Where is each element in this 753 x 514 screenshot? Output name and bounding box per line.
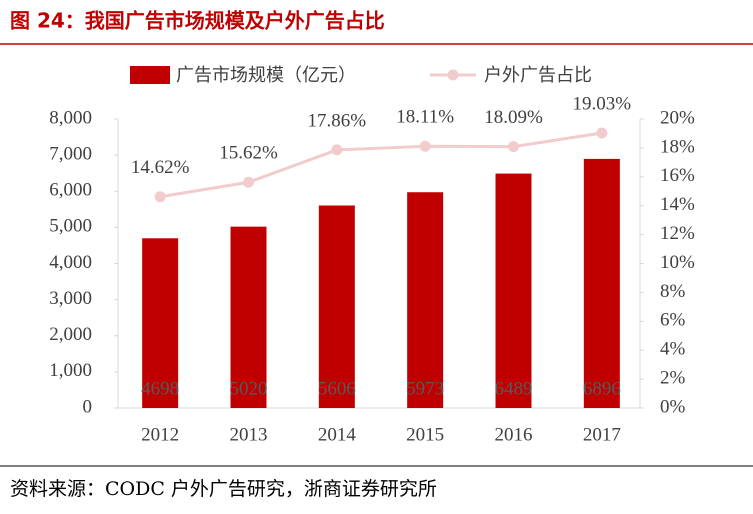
x-tick-label: 2013 (230, 424, 268, 445)
y-tick-label: 1,000 (49, 360, 92, 381)
y2-tick-label: 0% (660, 396, 686, 417)
legend-swatch (130, 66, 170, 84)
line-marker (596, 127, 608, 139)
y2-tick-label: 12% (660, 223, 695, 244)
y-tick-label: 4,000 (49, 252, 92, 273)
bar-value-label: 6489 (495, 378, 533, 399)
bar (230, 226, 267, 408)
line-marker (508, 141, 519, 153)
bar (583, 158, 620, 408)
y2-tick-label: 10% (660, 252, 695, 273)
legend-label: 户外广告占比 (484, 65, 592, 86)
x-tick-label: 2014 (318, 424, 357, 445)
y-tick-label: 7,000 (49, 143, 92, 164)
y-tick-label: 6,000 (49, 180, 92, 201)
y2-tick-label: 8% (660, 281, 686, 302)
y2-tick-label: 4% (660, 339, 686, 360)
line-value-label: 17.86% (308, 110, 367, 131)
y2-tick-label: 6% (660, 310, 686, 331)
legend-marker (447, 69, 459, 81)
y2-tick-label: 20% (660, 107, 695, 128)
y-tick-label: 5,000 (49, 216, 92, 237)
line-marker (243, 176, 254, 188)
bar-value-label: 5020 (230, 378, 268, 399)
line-value-label: 14.62% (131, 157, 190, 178)
y2-tick-label: 16% (660, 165, 695, 186)
x-tick-label: 2016 (495, 424, 533, 445)
bar-value-label: 5973 (406, 378, 444, 399)
y2-tick-label: 14% (660, 194, 695, 215)
bar-value-label: 6896 (583, 378, 621, 399)
x-tick-label: 2012 (141, 424, 179, 445)
bar (407, 192, 444, 408)
line-value-label: 19.03% (573, 93, 632, 114)
x-tick-label: 2015 (406, 424, 444, 445)
y2-tick-label: 18% (660, 136, 695, 157)
y2-tick-label: 2% (660, 367, 686, 388)
bar (495, 173, 532, 408)
source: 资料来源：CODC 户外广告研究，浙商证券研究所 (10, 478, 437, 500)
bar-value-label: 4698 (141, 378, 179, 399)
bar (142, 238, 179, 408)
line-marker (154, 191, 166, 203)
y-tick-label: 2,000 (49, 324, 92, 345)
y-tick-label: 3,000 (49, 288, 92, 309)
bar (318, 205, 355, 408)
bar-value-label: 5606 (318, 378, 356, 399)
line-value-label: 15.62% (219, 143, 278, 164)
legend-label: 广告市场规模（亿元） (176, 65, 356, 86)
y-tick-label: 0 (83, 396, 93, 417)
line-value-label: 18.11% (396, 107, 454, 128)
line-marker (331, 144, 343, 156)
line-marker (419, 140, 431, 152)
x-tick-label: 2017 (583, 424, 621, 445)
chart-title: 图 24：我国广告市场规模及户外广告占比 (10, 9, 385, 33)
line (159, 131, 603, 199)
line-value-label: 18.09% (484, 107, 543, 128)
y-tick-label: 8,000 (49, 107, 92, 128)
